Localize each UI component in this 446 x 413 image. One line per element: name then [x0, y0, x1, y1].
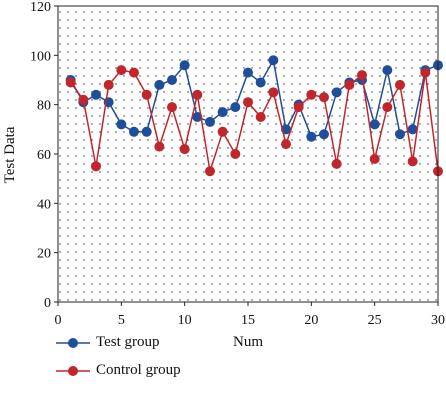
data-point-control-group [369, 153, 380, 164]
y-tick-label: 20 [37, 247, 51, 262]
data-point-test-group [192, 112, 203, 122]
y-tick-label: 40 [37, 197, 51, 212]
data-point-test-group [141, 126, 152, 137]
data-point-control-group [65, 77, 76, 88]
data-point-control-group [306, 89, 317, 100]
data-point-control-group [407, 156, 418, 167]
data-point-control-group [319, 92, 329, 103]
y-tick-label: 80 [37, 99, 51, 114]
data-point-test-group [167, 75, 177, 85]
data-point-test-group [395, 129, 405, 140]
data-point-control-group [268, 87, 279, 98]
plot-area [58, 6, 438, 302]
data-point-test-group [217, 107, 228, 118]
data-point-control-group [154, 141, 165, 152]
data-point-test-group [369, 119, 380, 130]
data-point-control-group [281, 139, 291, 150]
data-point-test-group [205, 116, 215, 127]
data-point-control-group [382, 102, 393, 113]
data-point-control-group [344, 79, 355, 90]
data-point-test-group [255, 77, 266, 88]
data-point-control-group [192, 89, 203, 100]
x-tick-label: 5 [118, 313, 125, 328]
data-point-control-group [395, 79, 405, 90]
legend-label-control-group: Control group [96, 362, 181, 378]
data-point-control-group [129, 67, 139, 78]
data-point-control-group [78, 94, 89, 105]
legend-swatch-test-group [56, 338, 90, 348]
data-point-test-group [243, 67, 253, 78]
y-tick-label: 60 [37, 148, 51, 163]
data-point-test-group [331, 87, 342, 98]
x-tick-label: 15 [241, 313, 255, 328]
data-point-control-group [331, 158, 342, 169]
data-point-test-group [129, 126, 139, 137]
x-tick-label: 20 [304, 313, 318, 328]
data-point-test-group [319, 129, 329, 140]
data-point-test-group [154, 79, 165, 90]
data-point-test-group [306, 131, 317, 142]
y-tick-label: 100 [30, 49, 51, 64]
data-point-control-group [420, 67, 431, 78]
data-point-control-group [205, 166, 215, 177]
data-point-test-group [230, 102, 241, 113]
data-point-control-group [179, 144, 190, 155]
data-point-control-group [230, 149, 241, 159]
data-point-test-group [179, 60, 190, 71]
data-point-control-group [217, 126, 228, 137]
y-axis-title: Test Data [2, 126, 18, 183]
data-point-control-group [141, 89, 152, 100]
data-point-control-group [167, 102, 177, 113]
data-point-control-group [357, 70, 367, 81]
y-tick-label: 120 [30, 0, 51, 15]
data-point-test-group [382, 65, 393, 76]
data-point-test-group [407, 124, 418, 135]
x-tick-label: 0 [55, 313, 62, 328]
data-point-control-group [293, 102, 304, 113]
data-point-control-group [91, 161, 101, 172]
data-point-test-group [268, 55, 279, 66]
legend-label-test-group: Test group [96, 334, 160, 350]
x-tick-label: 25 [368, 313, 382, 328]
data-point-control-group [255, 112, 266, 122]
data-point-test-group [116, 119, 127, 130]
legend-swatch-control-group [56, 366, 90, 376]
data-point-control-group [116, 65, 127, 76]
x-tick-label: 10 [178, 313, 192, 328]
data-point-test-group [91, 89, 101, 100]
data-point-control-group [103, 79, 114, 90]
data-point-control-group [243, 97, 253, 108]
x-tick-label: 30 [431, 313, 445, 328]
y-tick-label: 0 [44, 296, 51, 311]
x-axis-title: Num [233, 334, 263, 350]
